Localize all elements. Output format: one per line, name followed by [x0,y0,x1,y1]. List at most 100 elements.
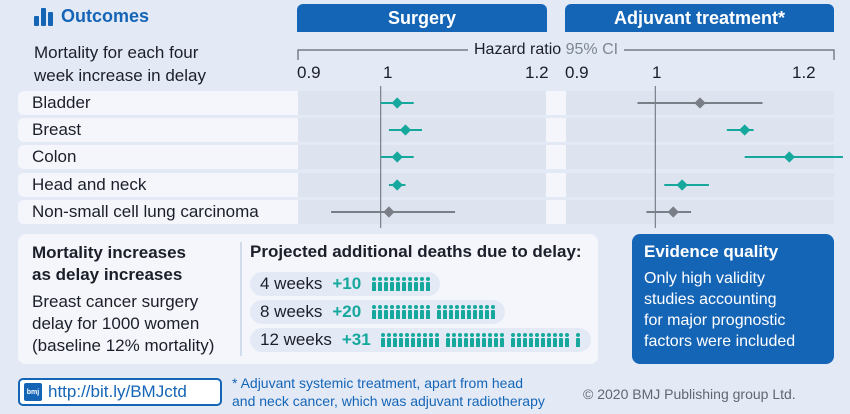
person-icon [377,305,382,319]
person-icon [488,333,493,347]
mortality-text-line-1: Breast cancer surgery [32,292,199,311]
person-icon [425,305,430,319]
person-icon [511,333,516,347]
mortality-panel: Mortality increases as delay increases B… [18,234,598,364]
row-label-breast: Breast [32,120,82,139]
person-icon [371,305,376,319]
forest-plot [298,86,843,228]
row-label-bladder: Bladder [32,93,91,112]
panel-divider [240,242,242,356]
person-icon [419,277,424,291]
row-label-nsclc: Non-small cell lung carcinoma [32,202,259,221]
plot-cell-0-0 [298,91,546,115]
person-icon [381,333,386,347]
person-icon [371,277,376,291]
person-icon [448,305,453,319]
people-icons-8 [371,305,495,319]
surgery-tick-1.2: 1.2 [525,63,549,82]
person-icon [476,333,481,347]
surgery-header: Surgery [297,4,547,32]
deaths-weeks-8: 8 weeks [260,302,323,321]
person-icon [383,277,388,291]
evidence-body: Only high validity studies accounting fo… [644,268,822,352]
row-label-head-and-neck: Head and neck [32,175,147,194]
person-icon [547,333,552,347]
point-estimate-0-2 [391,151,403,163]
bmj-link[interactable]: bmj http://bit.ly/BMJctd [18,378,222,406]
person-icon [425,277,430,291]
person-icon [541,333,546,347]
person-icon [472,305,477,319]
bmj-link-text[interactable]: http://bit.ly/BMJctd [48,382,187,401]
person-icon [452,333,457,347]
person-icon [383,305,388,319]
person-icon [405,333,410,347]
person-icon [419,305,424,319]
person-icon [436,305,441,319]
footnote-line-2: and neck cancer, which was adjuvant radi… [232,393,545,409]
evidence-line-3: for major prognostic [644,312,786,329]
person-icon [401,305,406,319]
deaths-row-8-weeks: 8 weeks +20 [250,300,506,324]
person-icon [413,277,418,291]
person-icon [523,333,528,347]
evidence-title: Evidence quality [644,242,779,261]
point-estimate-0-4 [383,206,395,218]
person-icon [482,333,487,347]
person-icon [517,333,522,347]
person-icon [470,333,475,347]
adjuvant-tick-1.2: 1.2 [792,63,816,82]
person-icon [411,333,416,347]
person-icon [466,305,471,319]
evidence-line-2: studies accounting [644,291,777,308]
person-icon [417,333,422,347]
adjuvant-tick-1: 1 [652,63,662,82]
person-icon [423,333,428,347]
person-icon [442,305,447,319]
deaths-count-4: +10 [332,274,362,293]
person-icon [399,333,404,347]
person-icon [401,277,406,291]
outcomes-title-text: Outcomes [61,6,150,26]
deaths-weeks-4: 4 weeks [260,274,323,293]
row-label-colon: Colon [32,147,77,166]
mortality-text: Breast cancer surgery delay for 1000 wom… [32,291,237,357]
person-icon [460,305,465,319]
surgery-tick-1: 1 [383,63,393,82]
person-icon [553,333,558,347]
person-icon [454,305,459,319]
evidence-line-4: factors were included [644,333,796,350]
person-icon [576,333,581,347]
footnote-line-1: * Adjuvant systemic treatment, apart fro… [232,375,524,391]
surgery-tick-0.9: 0.9 [297,63,321,82]
person-icon [395,305,400,319]
person-icon [413,305,418,319]
person-icon [494,333,499,347]
person-icon [446,333,451,347]
person-icon [429,333,434,347]
subtitle-line-1: Mortality for each four [34,43,199,62]
person-icon [377,277,382,291]
mortality-text-line-3: (baseline 12% mortality) [32,336,215,355]
person-icon [464,333,469,347]
plot-cell-0-2 [298,145,546,169]
evidence-panel: Evidence quality Only high validity stud… [632,234,834,364]
person-icon [559,333,564,347]
subtitle-line-2: week increase in delay [34,66,206,85]
point-estimate-1-2 [783,151,795,163]
mortality-text-line-2: delay for 1000 women [32,314,200,333]
deaths-weeks-12: 12 weeks [260,330,332,349]
person-icon [395,277,400,291]
plot-cell-1-4 [566,200,834,224]
person-icon [535,333,540,347]
copyright: © 2020 BMJ Publishing group Ltd. [583,386,796,402]
person-icon [478,305,483,319]
deaths-row-4-weeks: 4 weeks +10 [250,272,441,296]
person-icon [389,305,394,319]
bmj-icon: bmj [24,383,42,401]
plot-cell-0-3 [298,173,546,197]
adjuvant-tick-0.9: 0.9 [565,63,589,82]
person-icon [393,333,398,347]
mortality-title-line-2: as delay increases [32,265,183,284]
footnote: * Adjuvant systemic treatment, apart fro… [232,374,592,410]
